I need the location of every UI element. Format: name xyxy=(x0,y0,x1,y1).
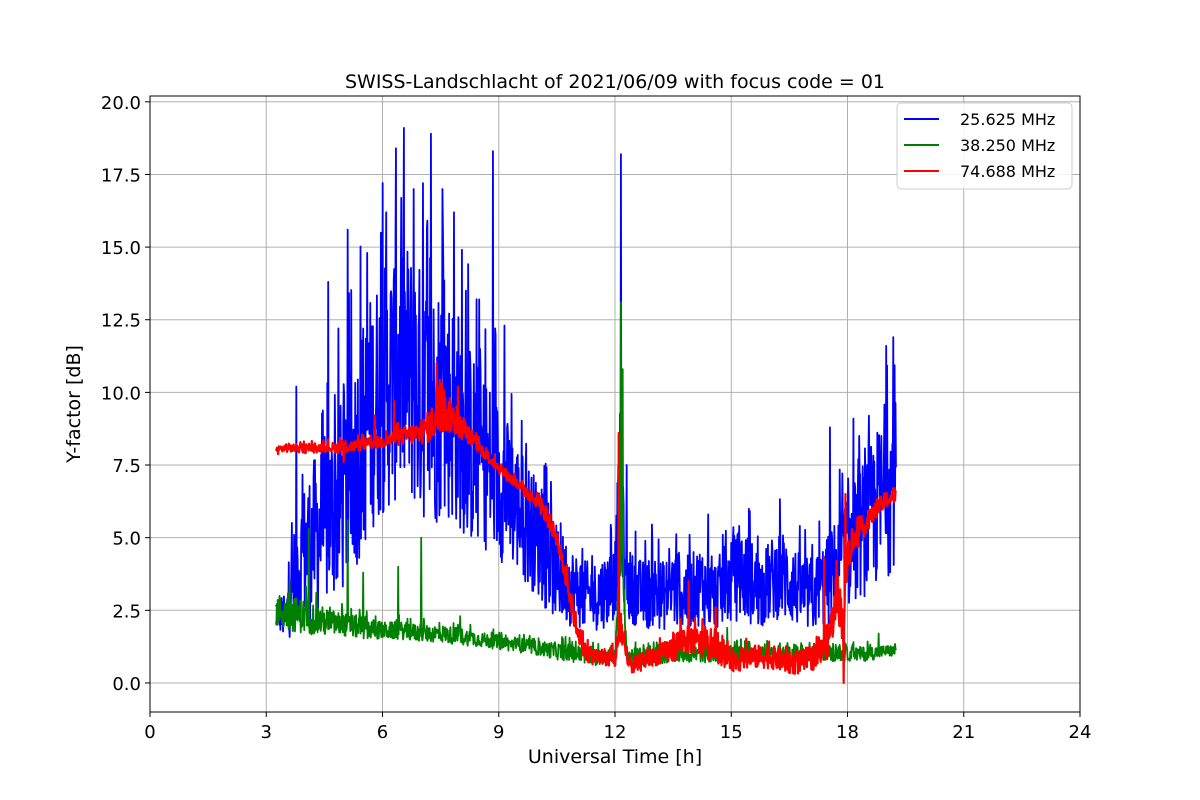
y-tick-label: 12.5 xyxy=(101,311,141,332)
x-tick-label: 21 xyxy=(952,722,975,743)
x-axis-title: Universal Time [h] xyxy=(528,746,702,768)
series-line-1 xyxy=(275,127,897,638)
x-tick-label: 12 xyxy=(604,722,627,743)
y-tick-label: 17.5 xyxy=(101,165,141,186)
legend-box xyxy=(896,102,1073,190)
ticks: 0 3 6 9 12 15 18 21 24 0.0 2.5 5.0 7.5 10.0 12.5 15.0 17… xyxy=(101,93,1092,743)
chart-title: SWISS-Landschlacht of 2021/06/09 with fo… xyxy=(345,71,885,93)
x-tick-label: 9 xyxy=(493,722,504,743)
y-tick-label: 20.0 xyxy=(101,93,141,114)
series-layer xyxy=(274,127,897,685)
legend: 25.625 MHz 38.250 MHz 74.688 MHz xyxy=(896,102,1073,190)
x-tick-label: 15 xyxy=(720,722,743,743)
legend-entry-series-1: 25.625 MHz xyxy=(960,110,1055,129)
x-tick-label: 24 xyxy=(1069,722,1092,743)
y-tick-label: 2.5 xyxy=(112,601,141,622)
x-tick-label: 6 xyxy=(377,722,388,743)
x-tick-label: 3 xyxy=(261,722,272,743)
y-tick-label: 5.0 xyxy=(112,529,141,550)
y-tick-label: 0.0 xyxy=(112,674,141,695)
y-axis-title: Y-factor [dB] xyxy=(63,345,85,464)
legend-entry-series-3: 74.688 MHz xyxy=(960,162,1055,181)
y-tick-label: 15.0 xyxy=(101,238,141,259)
legend-entry-series-2: 38.250 MHz xyxy=(960,136,1055,155)
y-tick-label: 7.5 xyxy=(112,456,141,477)
x-tick-label: 18 xyxy=(836,722,859,743)
series-line-3 xyxy=(274,362,897,685)
y-tick-label: 10.0 xyxy=(101,383,141,404)
x-tick-label: 0 xyxy=(144,722,155,743)
